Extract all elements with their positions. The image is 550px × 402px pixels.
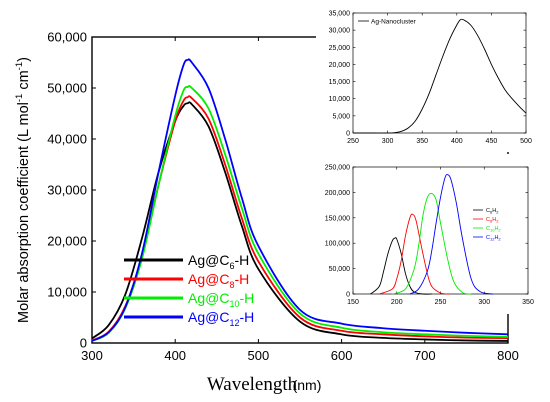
inset1-plot-frame xyxy=(352,12,527,134)
main-chart: 0 10,000 20,000 30,000 40,000 50,000 60,000 30… xyxy=(14,30,519,396)
main-x-tick-label-700: 700 xyxy=(414,348,436,363)
legend-label-c10: Ag@C10-H xyxy=(188,290,254,309)
main-x-tick-label-300: 300 xyxy=(81,348,103,363)
legend-item-c12: Ag@C12-H xyxy=(124,309,254,328)
inset1-y-tick-label-35-000: 35,000 xyxy=(329,11,351,18)
main-x-tick-label-600: 600 xyxy=(331,348,353,363)
legend-label-c8: Ag@C8-H xyxy=(188,271,249,290)
inset2-legend-label-c12h2: C12H2 xyxy=(486,235,501,242)
inset1-x-tick-label-400: 400 xyxy=(451,138,463,145)
inset1-y-tick-label-0: 0 xyxy=(346,131,350,138)
inset1-background xyxy=(316,0,550,152)
inset1-y-axis: 0 5,000 10,000 15,000 20,000 25,000 30,000 35,0… xyxy=(329,11,526,138)
inset2-line-c10h2 xyxy=(392,192,472,295)
inset2-x-tick-label-200: 200 xyxy=(391,299,403,306)
main-series-lines xyxy=(91,58,509,342)
inset1-y-tick-label-15-000: 15,000 xyxy=(329,79,351,86)
main-x-tick-label-800: 800 xyxy=(497,348,519,363)
inset2-legend-item-c8h2: C8H2 xyxy=(473,217,499,224)
inset1-x-tick-label-300: 300 xyxy=(382,138,394,145)
legend-label-c6: Ag@C6-H xyxy=(188,252,249,271)
main-x-axis-label: Wavelength xyxy=(207,374,298,395)
inset2-background xyxy=(312,154,550,314)
legend-item-c10: Ag@C10-H xyxy=(124,290,254,309)
main-y-tick-label-40-000: 40,000 xyxy=(47,132,87,147)
main-line-ag-c12-h xyxy=(91,58,509,342)
inset2-legend-item-c10h2: C10H2 xyxy=(473,226,501,233)
inset2-line-c12h2 xyxy=(409,174,494,295)
main-x-tick-label-500: 500 xyxy=(248,348,270,363)
inset2-legend-label-c10h2: C10H2 xyxy=(486,226,501,233)
inset2-y-tick-label-100-000: 100,000 xyxy=(325,241,350,248)
inset1-legend-label: Ag-Nanocluster xyxy=(371,19,417,26)
main-y-tick-label-20-000: 20,000 xyxy=(47,234,87,249)
inset1-y-tick-label-10-000: 10,000 xyxy=(329,96,351,103)
main-y-axis: 0 10,000 20,000 30,000 40,000 50,000 60,000 xyxy=(47,30,508,351)
inset2-x-tick-label-350: 350 xyxy=(522,299,534,306)
inset1-y-tick-label-30-000: 30,000 xyxy=(329,28,351,35)
inset1-x-tick-label-350: 350 xyxy=(416,138,428,145)
inset2-y-tick-label-200-000: 200,000 xyxy=(325,190,350,197)
main-y-axis-label: Molar absorption coefficient (L mol-1 cm… xyxy=(14,57,32,323)
inset1-x-tick-label-450: 450 xyxy=(486,138,498,145)
inset2-y-axis: 0 50,000 100,000 150,000 200,000 250,000 xyxy=(325,165,528,299)
inset-ag-nanocluster-chart: 0 5,000 10,000 15,000 20,000 25,000 30,000 35,0… xyxy=(316,0,550,152)
legend-item-c6: Ag@C6-H xyxy=(124,252,249,271)
main-legend: Ag@C6-H Ag@C8-H Ag@C10-H Ag@C12-H xyxy=(124,252,254,328)
inset2-x-tick-label-250: 250 xyxy=(435,299,447,306)
inset1-y-tick-label-20-000: 20,000 xyxy=(329,62,351,69)
main-line-ag-c6-h xyxy=(91,101,509,342)
inset2-legend: C6H2 C8H2 C10H2 C12H2 xyxy=(473,208,501,242)
inset1-x-tick-label-500: 500 xyxy=(520,138,532,145)
main-y-tick-label-0: 0 xyxy=(80,336,87,351)
inset2-series-lines xyxy=(370,174,494,295)
inset2-legend-label-c6h2: C6H2 xyxy=(486,208,499,215)
inset1-series-lines xyxy=(353,18,527,134)
inset2-line-c8h2 xyxy=(379,213,450,295)
inset2-x-tick-label-300: 300 xyxy=(478,299,490,306)
inset1-y-tick-label-25-000: 25,000 xyxy=(329,45,351,52)
inset2-y-tick-label-150-000: 150,000 xyxy=(325,215,350,222)
inset2-y-tick-label-50-000: 50,000 xyxy=(329,266,351,273)
main-y-tick-label-60-000: 60,000 xyxy=(47,30,87,45)
main-x-tick-label-400: 400 xyxy=(164,348,186,363)
main-y-tick-label-10-000: 10,000 xyxy=(47,285,87,300)
inset1-y-tick-label-5-000: 5,000 xyxy=(332,113,350,120)
inset2-x-tick-label-150: 150 xyxy=(347,299,359,306)
inset2-y-tick-label-0: 0 xyxy=(346,292,350,299)
legend-label-c12: Ag@C12-H xyxy=(188,309,254,328)
inset2-legend-label-c8h2: C8H2 xyxy=(486,217,499,224)
inset-cnh2-chart: 0 50,000 100,000 150,000 200,000 250,000 150 2… xyxy=(312,154,550,314)
main-x-axis-unit: (nm) xyxy=(293,377,322,393)
main-x-axis: 300 400 500 600 700 800 xyxy=(81,37,519,363)
inset1-x-tick-label-250: 250 xyxy=(347,138,359,145)
inset2-y-tick-label-250-000: 250,000 xyxy=(325,165,350,172)
inset2-legend-item-c6h2: C6H2 xyxy=(473,208,499,215)
inset1-line-ag-nanocluster xyxy=(353,18,527,134)
inset1-x-axis: 250 300 350 400 450 500 xyxy=(347,13,532,145)
main-y-tick-label-30-000: 30,000 xyxy=(47,183,87,198)
inset1-legend: Ag-Nanocluster xyxy=(358,19,417,26)
inset2-legend-item-c12h2: C12H2 xyxy=(473,235,501,242)
main-y-tick-label-50-000: 50,000 xyxy=(47,81,87,96)
legend-item-c8: Ag@C8-H xyxy=(124,271,249,290)
